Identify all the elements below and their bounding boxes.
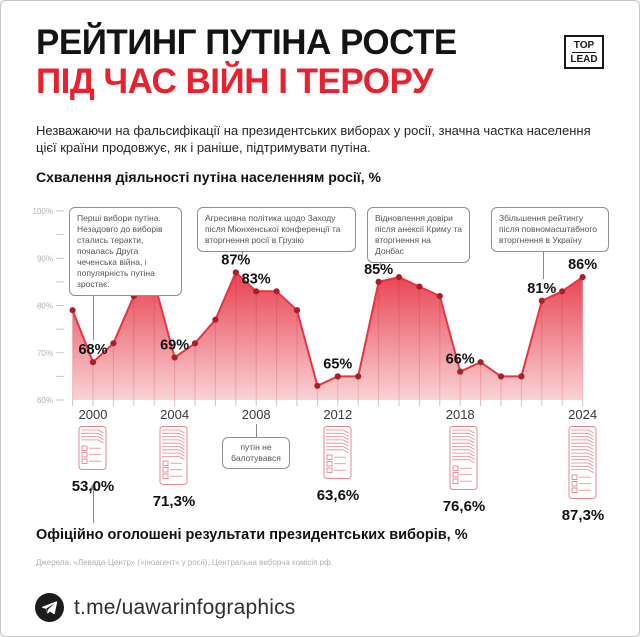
election-result-2024: 87,3% xyxy=(561,507,605,524)
election-result-2000: 53,0% xyxy=(71,478,115,495)
ballot-stack-icon xyxy=(566,425,600,505)
svg-text:87%: 87% xyxy=(221,252,250,268)
approval-area-chart: 60% 70% 80% 90% 100% 68% 69% 87% 83% 65% 85% 66% 81%… xyxy=(33,207,598,422)
svg-text:80%: 80% xyxy=(37,302,53,311)
svg-text:100%: 100% xyxy=(33,207,53,216)
election-result-2012: 63,6% xyxy=(316,487,360,504)
callout-full-scale-invasion: Збільшення рейтингу після повномасштабно… xyxy=(491,207,609,252)
title-line-2: ПІД ЧАС ВІЙН І ТЕРОРУ xyxy=(36,62,434,101)
svg-text:2008: 2008 xyxy=(242,407,271,422)
ballot-stack-icon xyxy=(321,425,355,485)
election-2018: 76,6% xyxy=(426,425,502,515)
chart-heading: Схвалення діяльності путіна населенням р… xyxy=(36,169,381,185)
svg-text:68%: 68% xyxy=(78,342,107,358)
svg-text:2024: 2024 xyxy=(568,407,597,422)
note-2008-no-candidacy: путін не балотувався xyxy=(222,437,290,469)
intro-paragraph: Незважаючи на фальсифікації на президент… xyxy=(36,123,591,155)
footer-url: t.me/uawarinfographics xyxy=(74,595,296,619)
source-note: Джерела: «Левада-Центр» («іноагент» у ро… xyxy=(36,558,333,567)
svg-text:66%: 66% xyxy=(446,352,475,368)
svg-text:90%: 90% xyxy=(37,254,53,263)
election-2004: 71,3% xyxy=(136,425,212,510)
telegram-icon xyxy=(35,593,64,622)
page-title: РЕЙТИНГ ПУТІНА РОСТЕ ПІД ЧАС ВІЙН І ТЕРО… xyxy=(36,23,457,101)
svg-text:70%: 70% xyxy=(37,349,53,358)
title-line-1: РЕЙТИНГ ПУТІНА РОСТЕ xyxy=(36,23,457,62)
callout-crimea-donbas: Відновлення довіри після анексії Криму т… xyxy=(367,207,470,263)
svg-text:85%: 85% xyxy=(364,262,393,278)
svg-text:2018: 2018 xyxy=(446,407,475,422)
svg-text:2000: 2000 xyxy=(79,407,108,422)
footer-link[interactable]: t.me/uawarinfographics xyxy=(35,593,296,622)
ballot-stack-icon xyxy=(157,425,191,491)
svg-text:81%: 81% xyxy=(527,281,556,297)
ballot-stack-icon xyxy=(447,425,481,496)
svg-text:69%: 69% xyxy=(160,337,189,353)
note-leader-line xyxy=(256,424,257,437)
toplead-logo-top: TOP xyxy=(573,39,595,51)
arrow-up-icon xyxy=(89,484,97,490)
election-2000: 53,0% xyxy=(55,425,131,495)
toplead-logo-bottom: LEAD xyxy=(570,53,598,65)
toplead-logo-divider xyxy=(572,51,596,53)
svg-text:2004: 2004 xyxy=(160,407,189,422)
svg-text:86%: 86% xyxy=(568,257,597,273)
toplead-logo: TOP LEAD xyxy=(564,35,604,69)
arrow-line xyxy=(93,489,94,523)
leader-line-1 xyxy=(93,296,94,340)
svg-text:60%: 60% xyxy=(37,396,53,405)
leader-line-3 xyxy=(380,262,381,269)
callout-munich-georgia: Агресивна політика щодо Заходу після Мюн… xyxy=(197,207,356,252)
svg-text:83%: 83% xyxy=(242,271,271,287)
callout-first-elections: Перші вибори путіна. Незадовго до виборі… xyxy=(69,207,182,296)
svg-text:65%: 65% xyxy=(323,356,352,372)
results-heading: Офіційно оголошені результати президентс… xyxy=(36,527,468,543)
ballot-stack-icon xyxy=(76,425,110,476)
election-result-2018: 76,6% xyxy=(442,498,486,515)
svg-text:2012: 2012 xyxy=(323,407,352,422)
leader-line-2 xyxy=(242,251,243,259)
election-result-2004: 71,3% xyxy=(152,493,196,510)
leader-line-4 xyxy=(543,246,544,279)
election-2012: 63,6% xyxy=(300,425,376,504)
election-2024: 87,3% xyxy=(545,425,621,524)
